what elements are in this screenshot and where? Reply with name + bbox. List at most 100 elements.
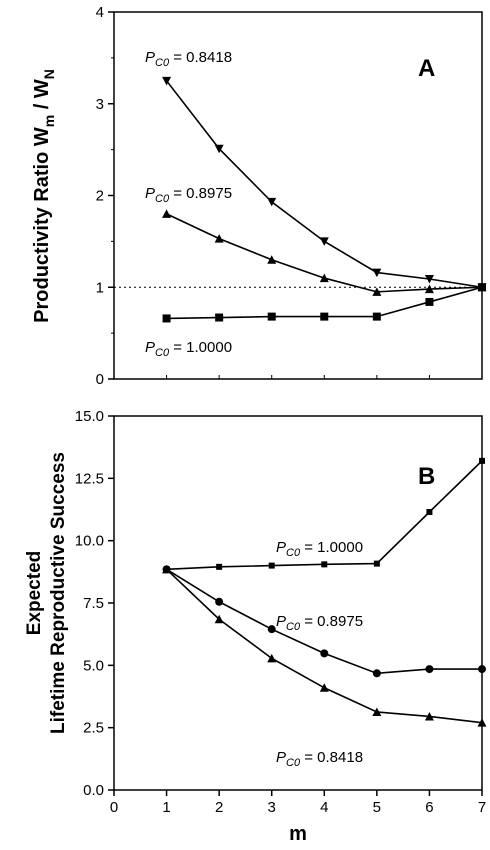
series-label-p: P	[145, 185, 155, 202]
data-point	[162, 314, 171, 323]
y-tick-label: 4	[96, 4, 104, 21]
data-point	[372, 707, 382, 716]
series-label-p: P	[145, 339, 155, 356]
series-label-sub: C0	[155, 193, 170, 205]
panel-b-x-axis: 0 1 2 3 4 5 6 7	[110, 790, 486, 816]
y-tick-label: 7.5	[83, 595, 104, 612]
y-tick-label: 1	[96, 279, 104, 296]
series-0: PC0 = 0.8418	[145, 49, 487, 292]
data-point	[267, 197, 277, 207]
series-label: PC0 = 0.8418	[276, 749, 363, 769]
series-line	[166, 568, 483, 724]
x-tick-label: 1	[162, 799, 170, 816]
panel-a-letter: A	[418, 55, 435, 82]
series-label-value: = 1.0000	[169, 339, 232, 356]
y-tick-label: 3	[96, 96, 104, 113]
data-point	[479, 457, 485, 464]
y-tick-label: 2.5	[83, 720, 104, 737]
series-label-p: P	[145, 49, 155, 66]
y-tick-label: 15.0	[75, 408, 104, 425]
x-tick-label: 3	[268, 799, 276, 816]
series-2: PC0 = 1.0000	[145, 283, 486, 359]
series-label: PC0 = 0.8975	[276, 613, 363, 633]
x-tick-label: 0	[110, 799, 118, 816]
x-tick-label: 2	[215, 799, 223, 816]
x-tick-label: 5	[373, 799, 381, 816]
panel-a-y-axis: 0 1 2 3 4	[96, 4, 430, 388]
data-point	[162, 209, 172, 218]
y-tick-label: 5.0	[83, 657, 104, 674]
panel-a-y-axis-title: Productivity Ratio Wm / WN	[31, 69, 57, 323]
ylabel-mid: / W	[31, 79, 53, 115]
y-tick-label: 2	[96, 188, 104, 205]
data-point	[214, 614, 224, 624]
series-label: PC0 = 1.0000	[145, 339, 232, 359]
y-tick-label: 0.0	[83, 782, 104, 799]
data-point	[215, 313, 224, 322]
data-point	[425, 297, 434, 306]
y-tick-label: 12.5	[75, 470, 104, 487]
data-point	[267, 653, 277, 663]
data-point	[162, 564, 172, 574]
data-point	[478, 283, 486, 292]
series-label-sub: C0	[155, 57, 170, 69]
x-tick-label: 6	[425, 799, 433, 816]
y-tick-label: 0	[96, 371, 104, 388]
series-label-value: = 0.8418	[169, 49, 232, 66]
data-point	[215, 597, 224, 606]
data-point	[372, 312, 381, 321]
data-point	[477, 718, 487, 727]
data-point	[372, 669, 381, 678]
series-label-sub: C0	[155, 347, 170, 359]
series-label-p: P	[276, 749, 286, 766]
panel-b-letter: B	[418, 463, 435, 490]
series-label-value: = 1.0000	[300, 539, 363, 556]
data-point	[216, 563, 223, 570]
data-point	[321, 561, 328, 568]
data-point	[372, 268, 382, 278]
data-point	[424, 711, 434, 721]
series-label: PC0 = 0.8418	[145, 49, 232, 69]
series-2: PC0 = 0.8418	[162, 564, 487, 769]
data-point	[424, 284, 434, 294]
ylabel-sub-m: m	[41, 115, 57, 127]
data-point	[319, 273, 329, 283]
x-tick-label: 4	[320, 799, 328, 816]
series-label-p: P	[276, 613, 286, 630]
series-label-sub: C0	[286, 757, 301, 769]
data-point	[319, 683, 329, 692]
data-point	[214, 144, 224, 154]
data-point	[268, 562, 275, 569]
series-label-value: = 0.8975	[300, 613, 363, 630]
series-0: PC0 = 1.0000	[163, 457, 485, 573]
data-point	[319, 237, 329, 246]
data-point	[426, 508, 433, 515]
data-point	[425, 665, 434, 674]
series-label-value: = 0.8418	[300, 749, 363, 766]
data-point	[320, 649, 329, 658]
data-point	[214, 234, 224, 243]
data-point	[373, 560, 380, 567]
series-1: PC0 = 0.8975	[145, 185, 487, 296]
x-tick-label: 7	[478, 799, 486, 816]
data-point	[267, 255, 277, 264]
panel-b-y-axis-title-line1: Expected	[24, 551, 45, 635]
panel-b-y-axis: 0.0 2.5 5.0 7.5 10.0 12.5 15.0	[75, 408, 114, 799]
data-point	[267, 625, 276, 634]
ylabel-sub-n: N	[41, 69, 57, 79]
ylabel-main: Productivity Ratio W	[31, 127, 53, 323]
series-label-sub: C0	[286, 621, 301, 633]
data-point	[424, 274, 434, 284]
series-label-p: P	[276, 539, 286, 556]
data-point	[320, 312, 329, 321]
y-tick-label: 10.0	[75, 533, 104, 550]
data-point	[372, 287, 382, 296]
series-1: PC0 = 0.8975	[162, 565, 486, 678]
series-label: PC0 = 1.0000	[276, 539, 363, 559]
data-point	[478, 665, 486, 674]
